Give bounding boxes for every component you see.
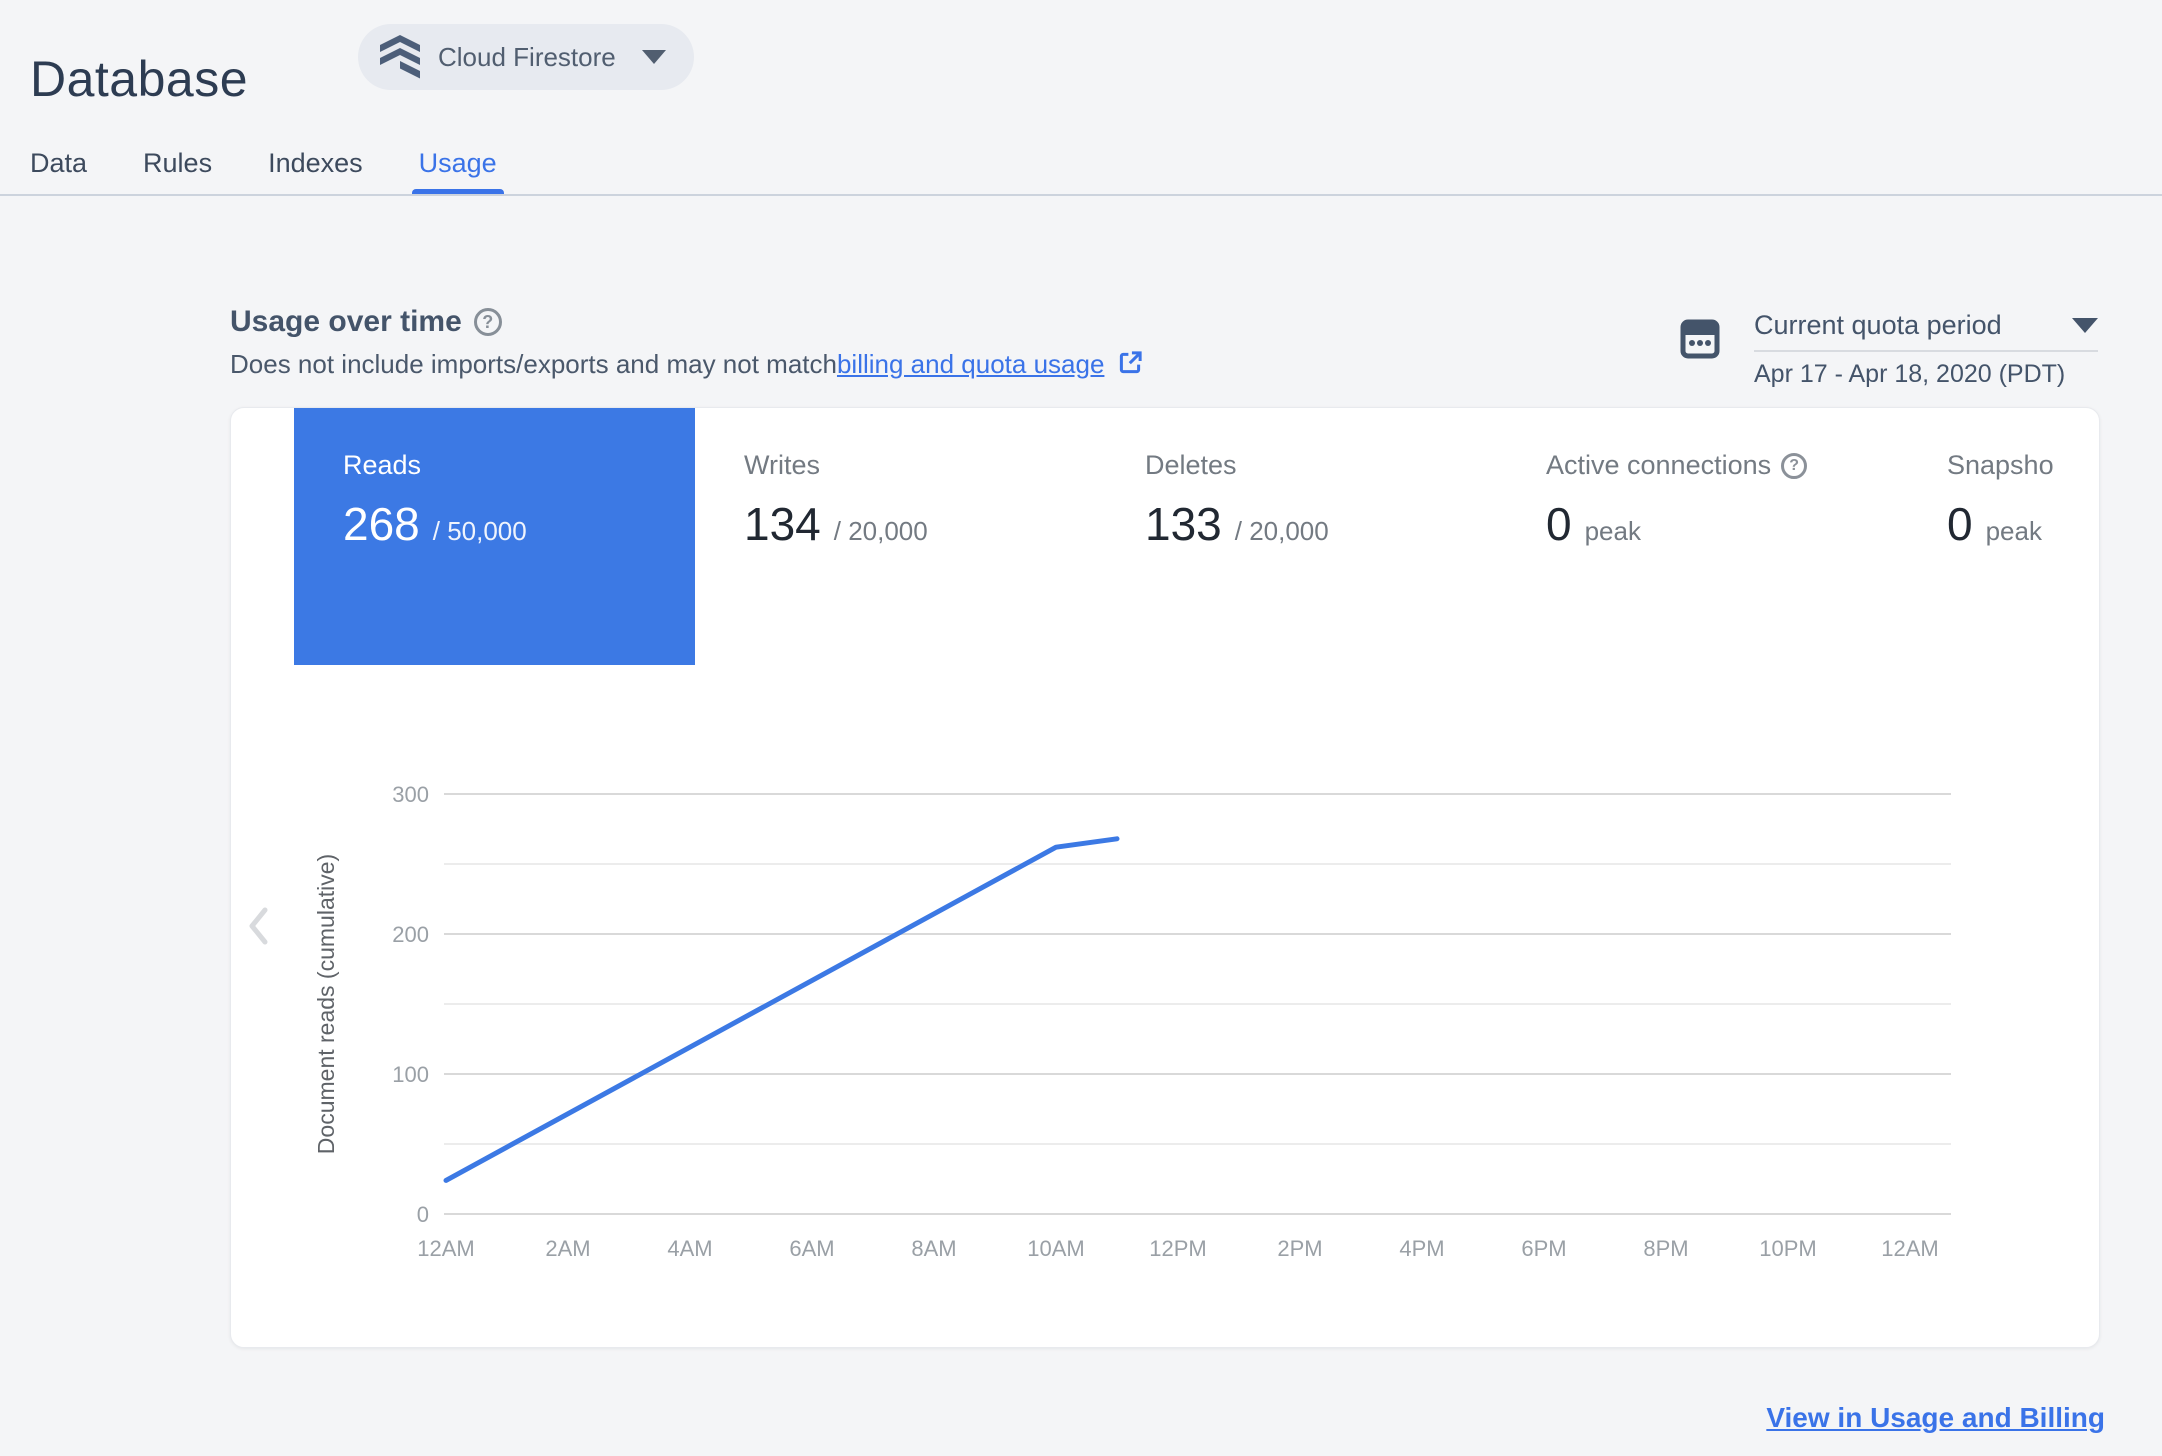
metric-label: Snapsho	[1947, 450, 2054, 480]
usage-chart: 0 100 200 300 12AM 2AM 4AM 6AM 8AM 10AM 12PM 2PM 4PM…	[313, 782, 1951, 1261]
svg-text:8PM: 8PM	[1643, 1236, 1688, 1261]
metric-quota: / 20,000	[833, 516, 928, 546]
svg-text:0: 0	[417, 1202, 429, 1227]
tab-usage[interactable]: Usage	[391, 130, 525, 196]
view-usage-billing-link[interactable]: View in Usage and Billing	[1766, 1402, 2105, 1433]
metric-label: Active connections	[1546, 450, 1772, 480]
metric-tile-reads[interactable]: Reads 268 / 50,000	[294, 408, 695, 665]
metric-value: 268	[343, 498, 420, 550]
help-icon[interactable]: ?	[473, 308, 502, 336]
svg-text:12AM: 12AM	[417, 1236, 474, 1261]
metric-quota: peak	[1584, 516, 1641, 546]
metric-label: Deletes	[1145, 450, 1237, 480]
svg-text:4PM: 4PM	[1399, 1236, 1444, 1261]
billing-quota-usage-link[interactable]: billing and quota usage	[836, 349, 1105, 379]
svg-text:2AM: 2AM	[545, 1236, 590, 1261]
quota-period-selector: Current quota period Apr 17 - Apr 18, 20…	[1680, 310, 2098, 389]
metric-tile-deletes[interactable]: Deletes 133 / 20,000	[1096, 408, 1497, 665]
help-icon[interactable]: ?	[1781, 452, 1808, 479]
section-title: Usage over time	[230, 305, 462, 338]
firestore-icon	[380, 35, 420, 79]
chevron-down-icon	[2072, 318, 2098, 333]
product-selector-dropdown[interactable]: Cloud Firestore	[358, 24, 694, 90]
calendar-icon	[1680, 316, 1720, 365]
tab-data[interactable]: Data	[30, 147, 88, 178]
svg-text:10AM: 10AM	[1027, 1236, 1084, 1261]
section-description: Does not include imports/exports and may…	[230, 347, 1144, 382]
open-in-new-icon	[1116, 349, 1144, 384]
svg-text:10PM: 10PM	[1759, 1236, 1816, 1261]
svg-text:12PM: 12PM	[1149, 1236, 1206, 1261]
metric-value: 0	[1546, 498, 1572, 550]
metric-tile-active-connections[interactable]: Active connections? 0 peak	[1497, 408, 1898, 665]
usage-card: Reads 268/ 50,000 Writes 134/ 20,000 Deletes…	[230, 407, 2100, 1348]
svg-text:12AM: 12AM	[1881, 1236, 1938, 1261]
tab-rules[interactable]: Rules	[143, 147, 213, 178]
svg-text:200: 200	[392, 922, 429, 947]
svg-text:6AM: 6AM	[789, 1236, 834, 1261]
svg-text:8AM: 8AM	[911, 1236, 956, 1261]
tabs-divider	[0, 194, 2162, 196]
metric-tile-writes[interactable]: Writes 134 / 20,000	[695, 408, 1096, 665]
metric-quota: / 20,000	[1234, 516, 1329, 546]
metric-label: Writes	[744, 450, 821, 480]
metric-quota: peak	[1985, 516, 2042, 546]
svg-text:Document reads (cumulative): Document reads (cumulative)	[313, 854, 339, 1154]
chevron-down-icon	[641, 50, 666, 64]
tabs-bar: Data Rules Indexes Usage	[0, 130, 2162, 196]
metrics-scroll-left-button[interactable]	[237, 896, 281, 956]
quota-period-range: Apr 17 - Apr 18, 2020 (PDT)	[1754, 360, 2066, 388]
metric-tile-snapsho[interactable]: Snapsho 0 peak	[1898, 408, 2099, 665]
svg-text:6PM: 6PM	[1521, 1236, 1566, 1261]
tab-indexes[interactable]: Indexes	[268, 147, 363, 178]
quota-period-dropdown[interactable]: Current quota period	[1754, 310, 2098, 352]
metric-value: 133	[1145, 498, 1222, 550]
svg-text:300: 300	[392, 782, 429, 807]
quota-period-label: Current quota period	[1754, 310, 2002, 340]
svg-text:100: 100	[392, 1062, 429, 1087]
metric-quota: / 50,000	[432, 516, 527, 546]
page-title: Database	[30, 50, 249, 107]
metric-value: 0	[1947, 498, 1973, 550]
metric-value: 134	[744, 498, 821, 550]
svg-text:2PM: 2PM	[1277, 1236, 1322, 1261]
svg-text:4AM: 4AM	[667, 1236, 712, 1261]
metric-label: Reads	[343, 450, 422, 480]
product-selector-label: Cloud Firestore	[438, 41, 616, 72]
